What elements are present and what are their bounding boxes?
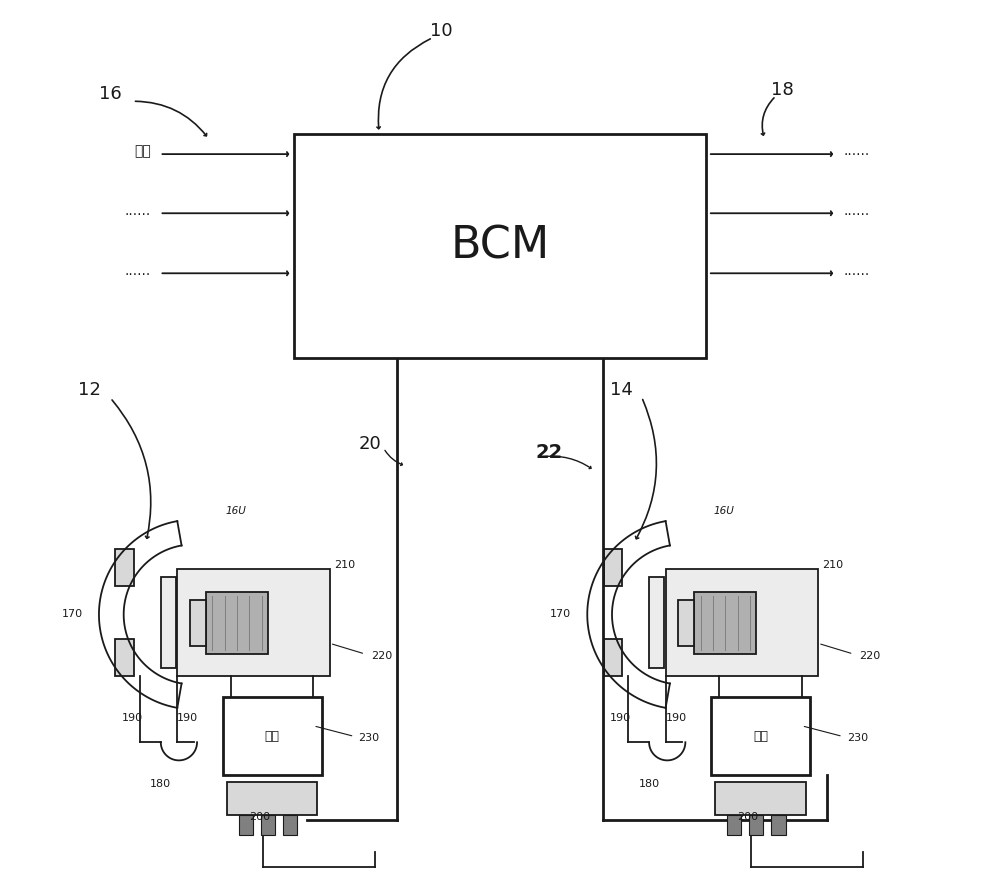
Text: BCM: BCM	[450, 225, 550, 268]
Text: ......: ......	[124, 203, 151, 218]
Text: 马达: 马达	[265, 729, 280, 743]
Text: 12: 12	[78, 381, 101, 399]
Text: 16U: 16U	[225, 505, 246, 515]
Text: 20: 20	[359, 435, 381, 452]
Bar	[283, 814, 297, 835]
Text: 170: 170	[61, 609, 82, 619]
Text: ......: ......	[843, 203, 869, 218]
Text: 190: 190	[121, 713, 142, 723]
Text: 180: 180	[639, 780, 660, 789]
Bar	[177, 569, 330, 676]
Text: 220: 220	[859, 650, 881, 660]
Text: 16: 16	[99, 85, 122, 103]
Bar	[115, 639, 134, 676]
Text: 190: 190	[177, 713, 198, 723]
Text: 180: 180	[150, 780, 171, 789]
Text: 马达: 马达	[753, 729, 768, 743]
Bar	[749, 814, 763, 835]
Text: 210: 210	[334, 560, 355, 570]
Text: 190: 190	[610, 713, 631, 723]
Bar	[694, 592, 756, 654]
Bar	[115, 548, 134, 586]
Bar	[649, 577, 664, 668]
Bar	[190, 600, 206, 646]
Text: 10: 10	[430, 22, 453, 40]
Bar	[261, 814, 275, 835]
Text: 230: 230	[359, 733, 380, 743]
Bar	[206, 592, 268, 654]
Text: ......: ......	[843, 144, 869, 159]
Text: 230: 230	[847, 733, 868, 743]
Text: 200: 200	[737, 813, 759, 823]
Bar	[727, 814, 741, 835]
Bar	[711, 697, 810, 775]
Bar	[604, 548, 622, 586]
Text: 18: 18	[771, 81, 794, 99]
Text: 200: 200	[249, 813, 270, 823]
Text: 190: 190	[666, 713, 687, 723]
Bar	[771, 814, 786, 835]
Text: 210: 210	[822, 560, 843, 570]
Text: 170: 170	[550, 609, 571, 619]
Bar	[294, 134, 706, 358]
Bar	[678, 600, 694, 646]
Bar	[239, 814, 253, 835]
Text: 踏板: 踏板	[134, 144, 151, 159]
Text: ......: ......	[124, 263, 151, 278]
Text: 16U: 16U	[714, 505, 734, 515]
Bar	[223, 697, 322, 775]
Bar	[666, 569, 818, 676]
Bar	[227, 782, 317, 814]
Text: 14: 14	[610, 381, 632, 399]
Text: ......: ......	[843, 263, 869, 278]
Bar	[161, 577, 176, 668]
Bar	[604, 639, 622, 676]
Bar	[715, 782, 806, 814]
Text: 22: 22	[536, 443, 563, 462]
Text: 220: 220	[371, 650, 392, 660]
